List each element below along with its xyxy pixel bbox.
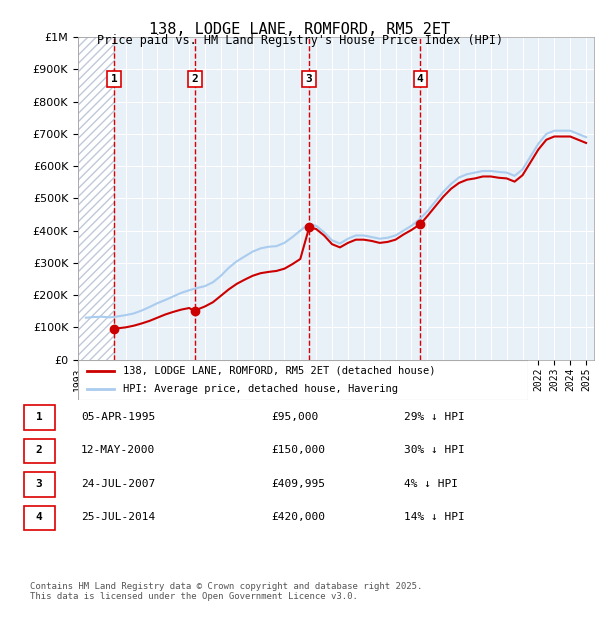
Text: HPI: Average price, detached house, Havering: HPI: Average price, detached house, Have…: [123, 384, 398, 394]
Bar: [78, 37, 114, 360]
Text: 138, LODGE LANE, ROMFORD, RM5 2ET (detached house): 138, LODGE LANE, ROMFORD, RM5 2ET (detac…: [123, 366, 436, 376]
Text: 3: 3: [306, 74, 313, 84]
Text: £420,000: £420,000: [271, 512, 325, 522]
Text: Contains HM Land Registry data © Crown copyright and database right 2025.
This d: Contains HM Land Registry data © Crown c…: [30, 582, 422, 601]
Text: 4: 4: [35, 512, 43, 522]
Text: £409,995: £409,995: [271, 479, 325, 489]
Text: 14% ↓ HPI: 14% ↓ HPI: [404, 512, 464, 522]
FancyBboxPatch shape: [78, 360, 528, 400]
FancyBboxPatch shape: [23, 472, 55, 497]
Text: 4% ↓ HPI: 4% ↓ HPI: [404, 479, 458, 489]
Text: 3: 3: [35, 479, 43, 489]
Text: 12-MAY-2000: 12-MAY-2000: [81, 445, 155, 455]
Text: Price paid vs. HM Land Registry's House Price Index (HPI): Price paid vs. HM Land Registry's House …: [97, 34, 503, 47]
Text: 1: 1: [35, 412, 43, 422]
Text: 25-JUL-2014: 25-JUL-2014: [81, 512, 155, 522]
Text: 29% ↓ HPI: 29% ↓ HPI: [404, 412, 464, 422]
Text: 138, LODGE LANE, ROMFORD, RM5 2ET: 138, LODGE LANE, ROMFORD, RM5 2ET: [149, 22, 451, 37]
Text: 4: 4: [417, 74, 424, 84]
Text: £150,000: £150,000: [271, 445, 325, 455]
Text: £95,000: £95,000: [271, 412, 319, 422]
Text: 30% ↓ HPI: 30% ↓ HPI: [404, 445, 464, 455]
Text: 05-APR-1995: 05-APR-1995: [81, 412, 155, 422]
FancyBboxPatch shape: [23, 505, 55, 530]
FancyBboxPatch shape: [23, 438, 55, 463]
Text: 24-JUL-2007: 24-JUL-2007: [81, 479, 155, 489]
Bar: [78, 37, 114, 360]
FancyBboxPatch shape: [23, 405, 55, 430]
Text: 1: 1: [110, 74, 118, 84]
Text: 2: 2: [35, 445, 43, 455]
Text: 2: 2: [191, 74, 199, 84]
